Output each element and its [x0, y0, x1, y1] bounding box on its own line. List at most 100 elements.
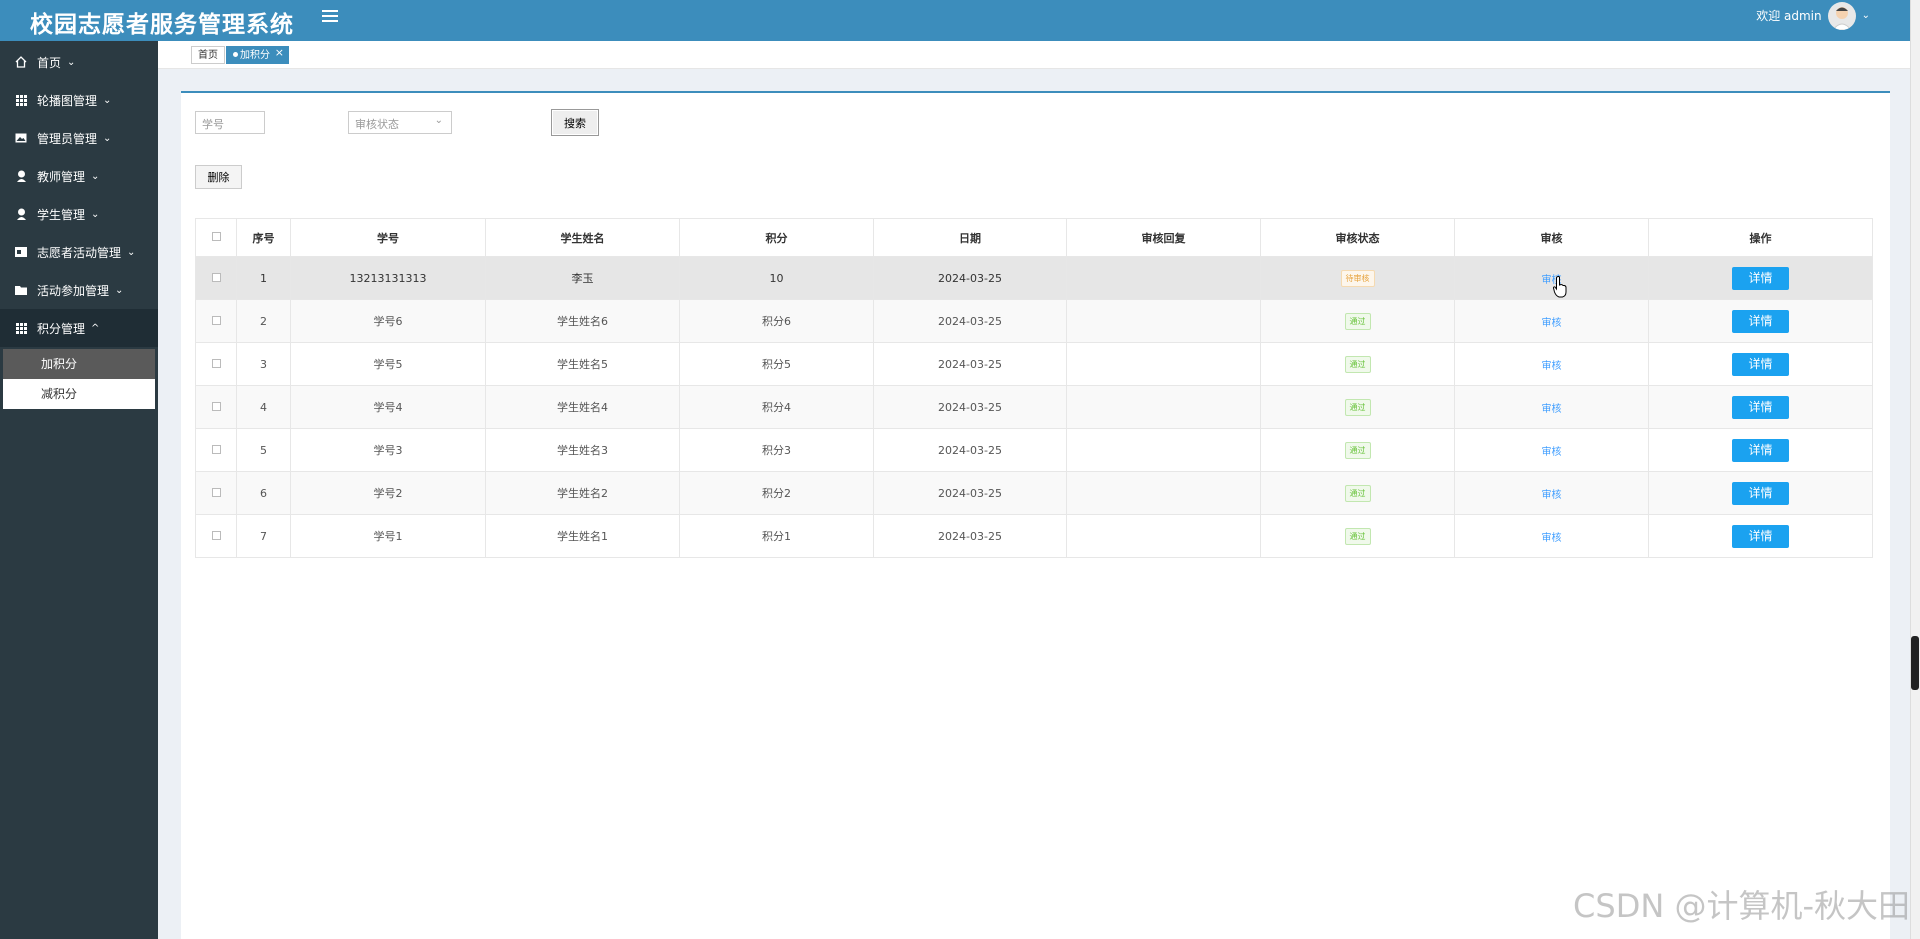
- card-icon: [14, 245, 28, 259]
- sidebar-item-student[interactable]: 学生管理 ⌄: [0, 195, 158, 233]
- cell-date: 2024-03-25: [873, 256, 1067, 300]
- vertical-scrollbar[interactable]: [1910, 0, 1920, 939]
- top-header: 校园志愿者服务管理系统 欢迎 admin ⌄: [0, 0, 1910, 41]
- avatar[interactable]: [1827, 1, 1856, 30]
- cell-name: 学生姓名2: [485, 471, 680, 515]
- chevron-down-icon: ⌄: [127, 246, 136, 258]
- audit-link[interactable]: 审核: [1541, 360, 1562, 372]
- sidebar-item-admin[interactable]: 管理员管理 ⌄: [0, 119, 158, 157]
- audit-link[interactable]: 审核: [1541, 403, 1562, 415]
- student-id-input[interactable]: 学号: [195, 111, 265, 134]
- chevron-down-icon[interactable]: ⌄: [1861, 10, 1870, 21]
- detail-button[interactable]: 详情: [1732, 524, 1789, 548]
- sidebar-item-label: 首页: [37, 55, 62, 70]
- column-header: 操作: [1648, 218, 1873, 257]
- tab-home[interactable]: 首页: [191, 46, 225, 64]
- audit-link[interactable]: 审核: [1541, 317, 1562, 329]
- sidebar-item-label: 教师管理: [37, 169, 86, 184]
- table-row: 6 学号2 学生姓名2 积分2 2024-03-25 通过 审核 详情: [195, 471, 1873, 515]
- cell-points: 积分1: [679, 514, 874, 558]
- chevron-down-icon: ⌄: [103, 94, 112, 106]
- chevron-down-icon: ⌄: [103, 132, 112, 144]
- sidebar-item-label: 积分管理: [37, 321, 86, 336]
- row-checkbox[interactable]: [195, 299, 237, 343]
- audit-link[interactable]: 审核: [1541, 532, 1562, 544]
- column-header: 审核: [1454, 218, 1649, 257]
- cell-points: 积分5: [679, 342, 874, 386]
- detail-button[interactable]: 详情: [1732, 438, 1789, 462]
- detail-button[interactable]: 详情: [1732, 309, 1789, 333]
- grid-icon: [14, 93, 28, 107]
- cell-student-id: 学号5: [290, 342, 486, 386]
- status-select[interactable]: 审核状态 ⌄: [348, 111, 452, 134]
- table-row: 4 学号4 学生姓名4 积分4 2024-03-25 通过 审核 详情: [195, 385, 1873, 429]
- watermark: CSDN @计算机-秋大田: [1573, 887, 1910, 925]
- user-menu[interactable]: 欢迎 admin ⌄: [1756, 0, 1870, 31]
- sidebar-item-label: 志愿者活动管理: [37, 245, 122, 260]
- cell-name: 学生姓名5: [485, 342, 680, 386]
- detail-button[interactable]: 详情: [1732, 481, 1789, 505]
- row-checkbox[interactable]: [195, 428, 237, 472]
- detail-button[interactable]: 详情: [1732, 266, 1789, 290]
- submenu-item-add-points[interactable]: 加积分: [3, 349, 155, 379]
- row-checkbox[interactable]: [195, 471, 237, 515]
- audit-link[interactable]: 审核: [1541, 274, 1562, 286]
- cell-points: 积分3: [679, 428, 874, 472]
- cell-reply: [1066, 299, 1261, 343]
- cell-student-id: 学号1: [290, 514, 486, 558]
- close-icon[interactable]: ×: [274, 46, 284, 59]
- sidebar-item-carousel[interactable]: 轮播图管理 ⌄: [0, 81, 158, 119]
- sidebar-item-participation[interactable]: 活动参加管理 ⌄: [0, 271, 158, 309]
- cell-name: 学生姓名1: [485, 514, 680, 558]
- search-button[interactable]: 搜索: [551, 109, 599, 136]
- delete-button[interactable]: 删除: [195, 165, 242, 189]
- tab-add-points[interactable]: 加积分 ×: [226, 46, 289, 64]
- detail-button[interactable]: 详情: [1732, 395, 1789, 419]
- cell-date: 2024-03-25: [873, 342, 1067, 386]
- column-header: 学生姓名: [485, 218, 680, 257]
- chevron-down-icon: ⌄: [67, 56, 76, 68]
- cell-index: 7: [236, 514, 291, 558]
- submenu-item-deduct-points[interactable]: 减积分: [41, 387, 78, 401]
- sidebar-item-points[interactable]: 积分管理 ^: [0, 309, 158, 347]
- cell-index: 2: [236, 299, 291, 343]
- audit-link[interactable]: 审核: [1541, 489, 1562, 501]
- cell-points: 10: [679, 256, 874, 300]
- menu-toggle-icon[interactable]: [320, 7, 340, 25]
- cell-reply: [1066, 256, 1261, 300]
- column-header: 积分: [679, 218, 874, 257]
- user-icon: [14, 169, 28, 183]
- row-checkbox[interactable]: [195, 514, 237, 558]
- sidebar-item-teacher[interactable]: 教师管理 ⌄: [0, 157, 158, 195]
- audit-link[interactable]: 审核: [1541, 446, 1562, 458]
- folder-icon: [14, 283, 28, 297]
- column-header: 审核状态: [1260, 218, 1455, 257]
- table-row: 5 学号3 学生姓名3 积分3 2024-03-25 通过 审核 详情: [195, 428, 1873, 472]
- row-checkbox[interactable]: [195, 342, 237, 386]
- sidebar-item-label: 学生管理: [37, 207, 86, 222]
- active-dot-icon: [233, 52, 238, 57]
- scrollbar-thumb[interactable]: [1911, 636, 1919, 690]
- row-checkbox[interactable]: [195, 385, 237, 429]
- status-badge: 通过: [1344, 441, 1371, 459]
- cell-index: 5: [236, 428, 291, 472]
- tab-bar: 首页 加积分 ×: [158, 41, 1910, 69]
- grid-icon: [14, 321, 28, 335]
- table-row: 2 学号6 学生姓名6 积分6 2024-03-25 通过 审核 详情: [195, 299, 1873, 343]
- chevron-down-icon: ⌄: [91, 170, 100, 182]
- cell-index: 3: [236, 342, 291, 386]
- sidebar-item-home[interactable]: 首页 ⌄: [0, 43, 158, 81]
- sidebar-item-activity[interactable]: 志愿者活动管理 ⌄: [0, 233, 158, 271]
- row-checkbox[interactable]: [195, 256, 237, 300]
- cell-name: 学生姓名4: [485, 385, 680, 429]
- detail-button[interactable]: 详情: [1732, 352, 1789, 376]
- cell-student-id: 学号3: [290, 428, 486, 472]
- cell-student-id: 学号2: [290, 471, 486, 515]
- select-all-checkbox[interactable]: [195, 218, 237, 257]
- hand-cursor-icon: [1553, 276, 1567, 298]
- cell-date: 2024-03-25: [873, 428, 1067, 472]
- cell-name: 李玉: [485, 256, 680, 300]
- cell-points: 积分4: [679, 385, 874, 429]
- column-header: 审核回复: [1066, 218, 1261, 257]
- user-greeting: 欢迎 admin: [1756, 9, 1822, 23]
